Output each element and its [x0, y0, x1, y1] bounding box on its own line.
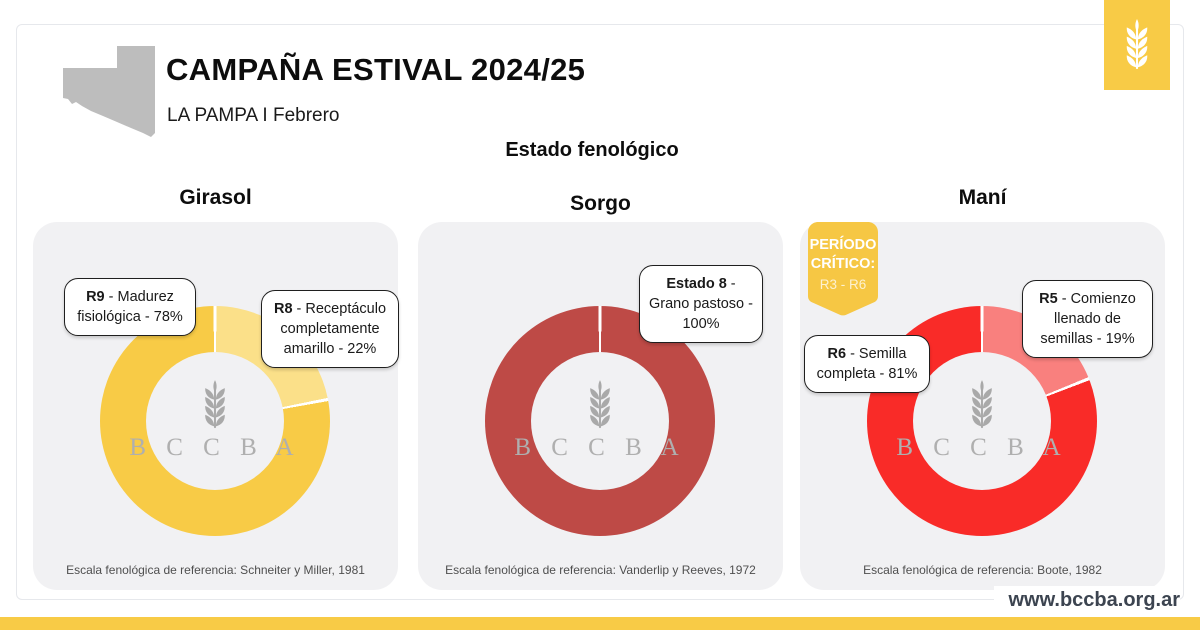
bottom-accent-bar: [0, 617, 1200, 630]
callout-text: - Comienzo llenado de semillas - 19%: [1040, 291, 1136, 347]
callout-r6: R6 - Semilla completa - 81%: [804, 335, 930, 393]
wheat-icon: [972, 380, 992, 429]
donut-hole: B C C B A: [896, 352, 1061, 490]
callout-stage: Estado 8: [666, 276, 727, 292]
la-pampa-map-icon: [63, 46, 155, 137]
bccba-watermark: B C C B A: [129, 434, 301, 461]
callout-text: - Madurez fisiológica - 78%: [77, 289, 183, 325]
sorgo-donut-chart: B C C B A: [485, 306, 715, 536]
donut-hole: B C C B A: [514, 352, 679, 490]
sorgo-panel: B C C B A Estado 8 - Grano pastoso - 100…: [418, 222, 783, 590]
wheat-icon: [205, 380, 225, 429]
donut-hole: B C C B A: [129, 352, 294, 490]
critical-period-text: PERÍODO CRÍTICO: R3 - R6: [809, 237, 877, 292]
wheat-icon: [1126, 19, 1148, 70]
ribbon-badge-shape: [808, 222, 878, 316]
bccba-watermark: B C C B A: [514, 434, 686, 461]
page-title: CAMPAÑA ESTIVAL 2024/25: [166, 52, 586, 87]
girasol-title: Girasol: [179, 186, 252, 209]
callout-stage: R6: [827, 346, 847, 362]
callout-r9: R9 - Madurez fisiológica - 78%: [64, 278, 196, 336]
callout-text: - Grano pastoso - 100%: [649, 276, 753, 332]
reference-note: Escala fenológica de referencia: Boote, …: [863, 563, 1102, 577]
reference-note: Escala fenológica de referencia: Vanderl…: [445, 563, 756, 577]
callout-estado8: Estado 8 - Grano pastoso - 100%: [639, 265, 763, 343]
girasol-panel: B C C B A R9 - Madurez fisiológica - 78%…: [33, 222, 399, 590]
reference-note: Escala fenológica de referencia: Schneit…: [66, 563, 365, 577]
callout-text: - Semilla completa - 81%: [816, 346, 918, 382]
callout-text: - Receptáculo completamente amarillo - 2…: [280, 301, 387, 357]
bccba-logo: [1104, 0, 1170, 90]
callout-stage: R8: [273, 301, 293, 317]
bccba-watermark: B C C B A: [896, 434, 1068, 461]
sorgo-title: Sorgo: [570, 192, 631, 215]
mani-title: Maní: [958, 186, 1007, 209]
callout-r8: R8 - Receptáculo completamente amarillo …: [261, 290, 399, 368]
wheat-icon: [590, 380, 610, 429]
callout-r5: R5 - Comienzo llenado de semillas - 19%: [1022, 280, 1153, 358]
callout-stage: R9: [86, 289, 105, 305]
website-link[interactable]: www.bccba.org.ar: [994, 586, 1180, 615]
section-title: Estado fenológico: [505, 139, 679, 161]
callout-stage: R5: [1039, 291, 1058, 307]
critical-period-badge: PERÍODO CRÍTICO: R3 - R6: [808, 222, 878, 316]
page-subtitle: LA PAMPA I Febrero: [167, 105, 340, 126]
mani-panel: B C C B A PERÍODO CRÍTICO: R3 - R6 R5 - …: [800, 222, 1165, 590]
